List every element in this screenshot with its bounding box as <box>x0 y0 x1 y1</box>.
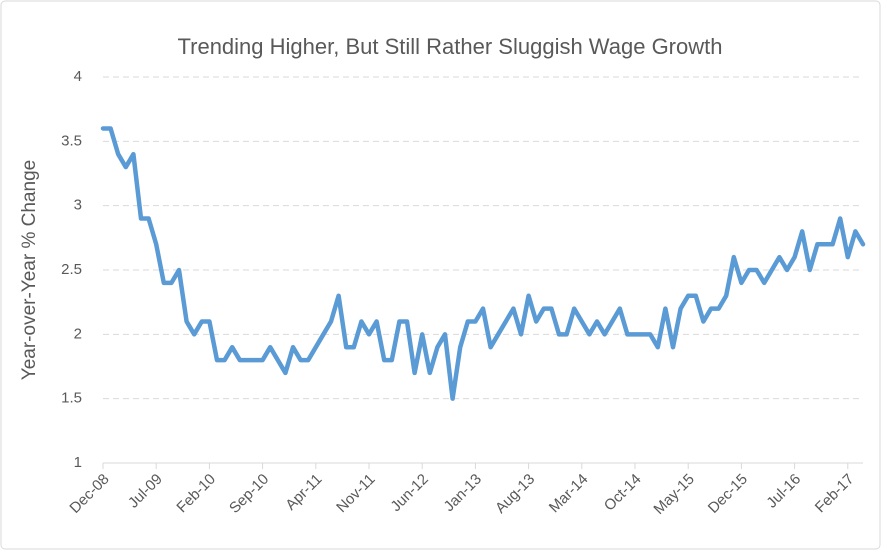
y-axis-label: Year-over-Year % Change <box>19 160 40 380</box>
y-tick-label: 2.5 <box>61 261 82 278</box>
y-tick-label: 2 <box>74 325 82 342</box>
line-series <box>100 126 866 401</box>
y-tick-label: 4 <box>74 68 82 85</box>
y-tick-label: 1 <box>74 454 82 471</box>
y-tick-label: 1.5 <box>61 390 82 407</box>
y-tick-label: 3.5 <box>61 132 82 149</box>
y-tick-label: 3 <box>74 197 82 214</box>
chart-title: Trending Higher, But Still Rather Sluggi… <box>178 34 723 59</box>
